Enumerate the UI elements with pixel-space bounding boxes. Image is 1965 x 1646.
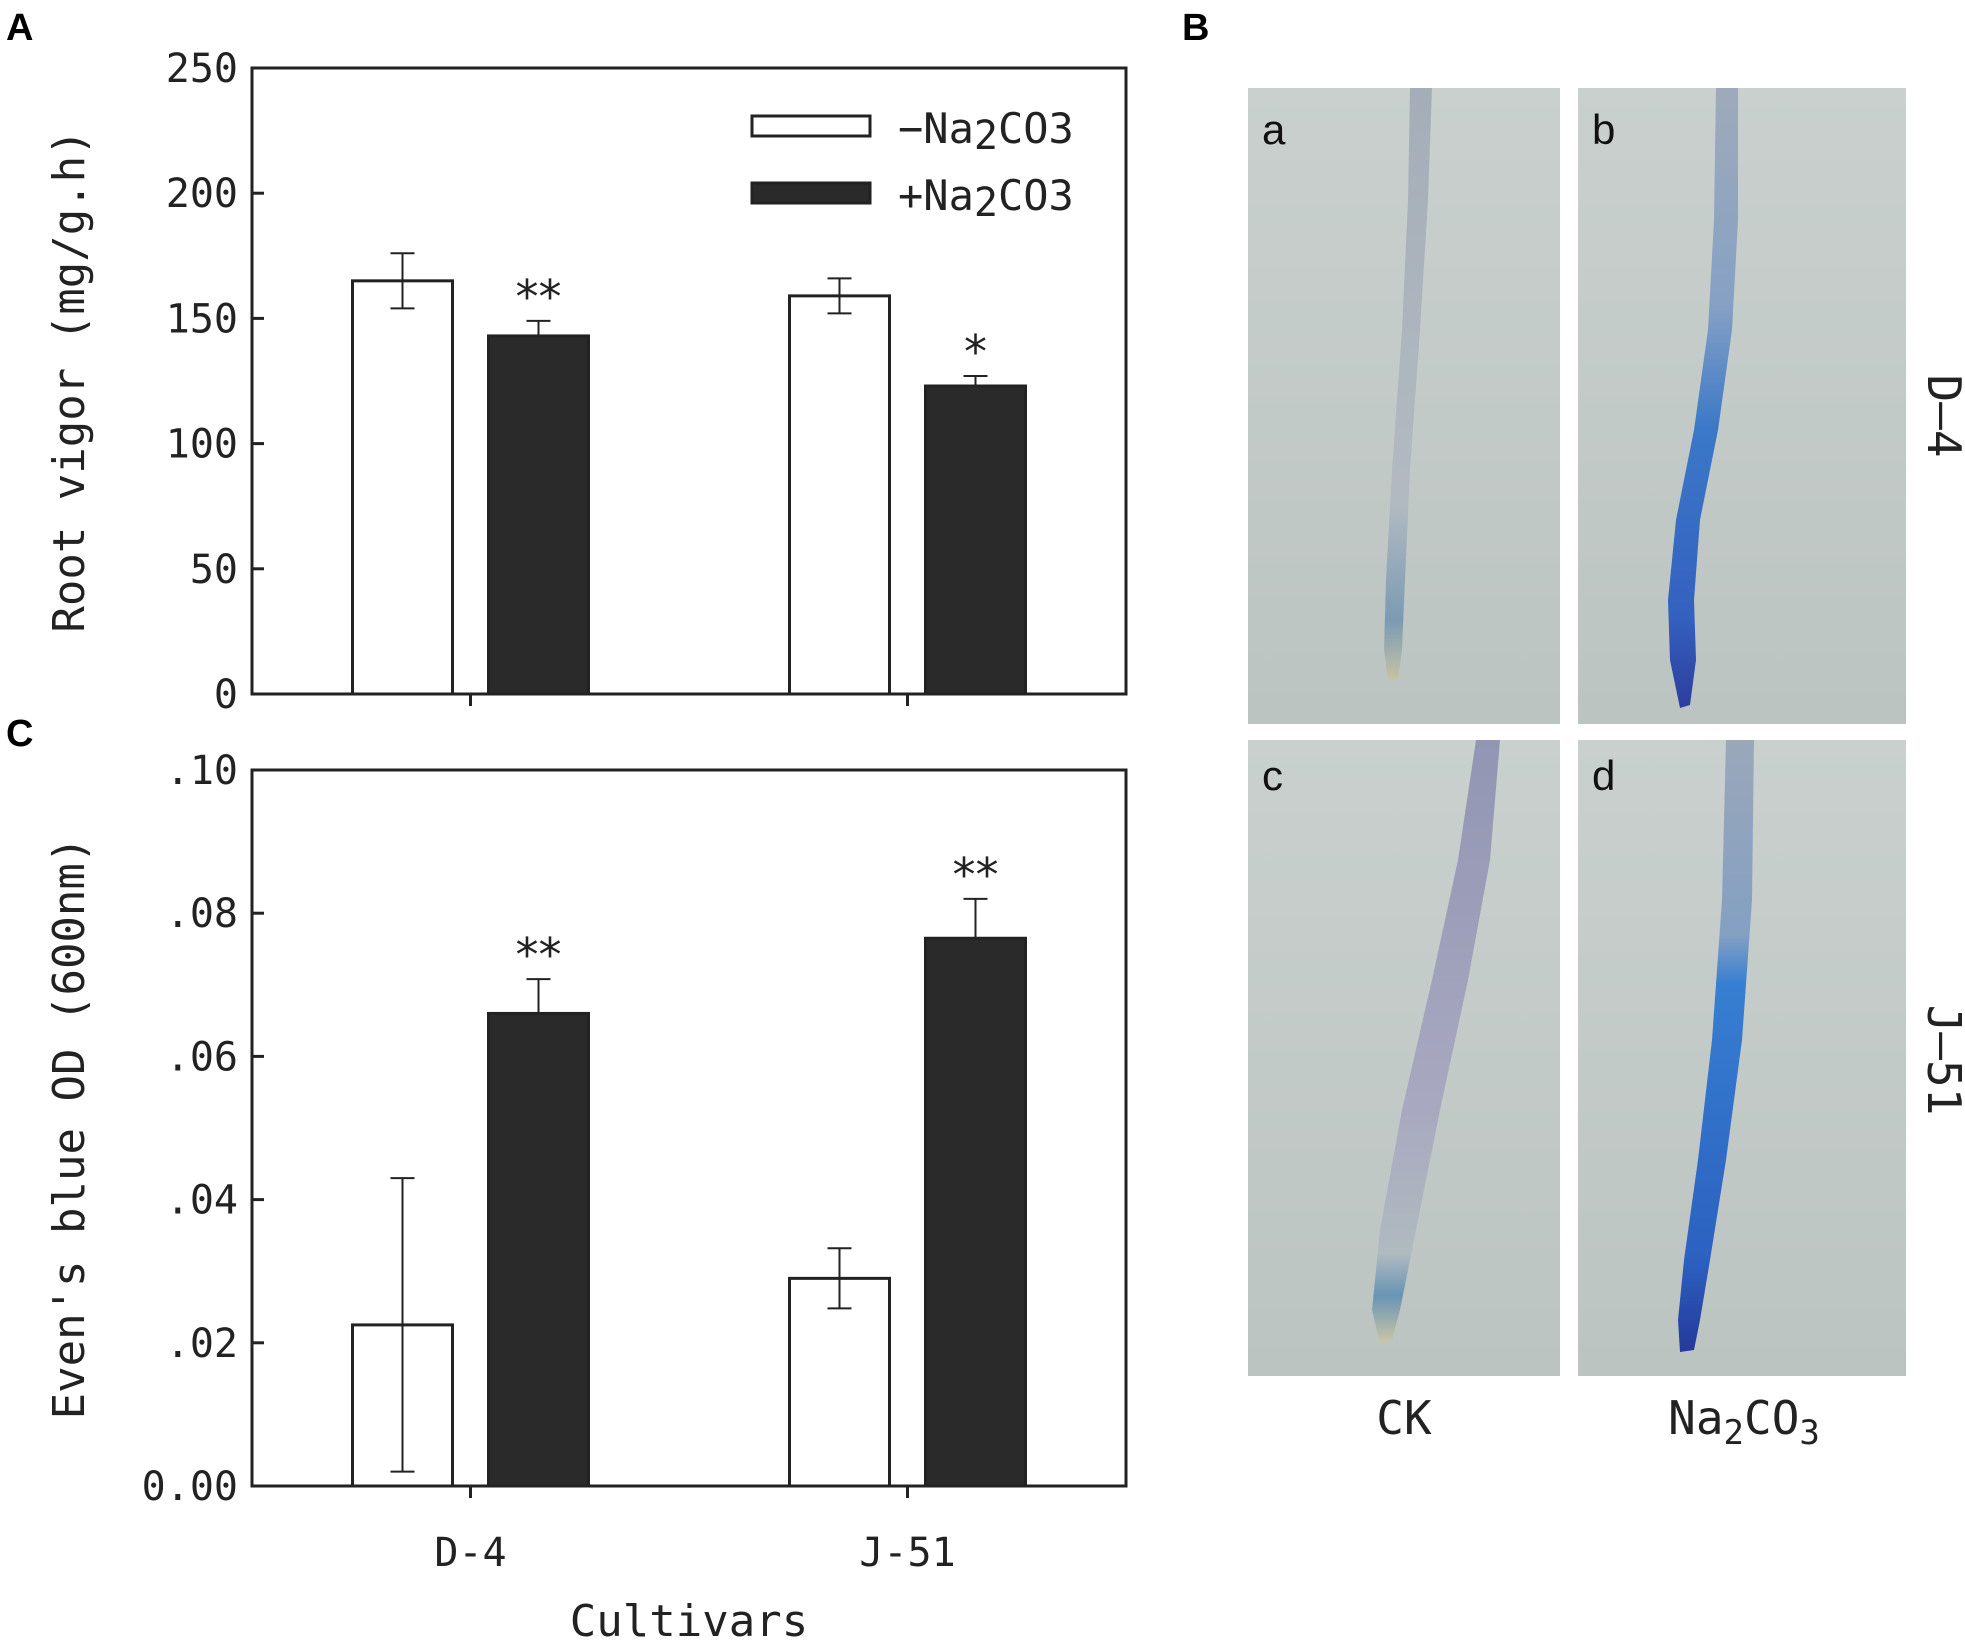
y-tick-label-a-4: 200 (166, 171, 238, 217)
y-tick-label-a-5: 250 (166, 46, 238, 92)
legend-plus-sub: 2 (974, 180, 998, 226)
panel-letter-c: C (6, 713, 33, 755)
root-b (1668, 88, 1738, 708)
bar-c-d-4-s1 (487, 1011, 590, 1488)
legend-minus-sub: 2 (974, 113, 998, 159)
photo-a-d4-ck: a (1248, 88, 1560, 724)
y-tick-label-c-0: 0.00 (142, 1464, 238, 1510)
col-na-prefix: Na (1668, 1391, 1723, 1445)
bar-a-j-51-s1 (924, 384, 1027, 696)
legend-plus-suffix: CO3 (998, 171, 1074, 220)
bar-a-d-4-s1 (487, 334, 590, 696)
chart-c-evans-blue: 0.00 .02 .04 .06 .08 .10 D-4 ** J-51 ** Even's blu… (44, 748, 1128, 1646)
bar-a-j-51-s0 (788, 294, 891, 696)
legend-swatch-plus (750, 181, 872, 205)
root-a (1384, 88, 1432, 680)
y-tick-label-a-1: 50 (190, 547, 238, 593)
bar-c-j-51-s0 (788, 1276, 891, 1488)
significance-c-d-4-s1: ** (516, 928, 562, 982)
x-tick-label-c-0: D-4 (434, 1530, 506, 1576)
panel-letter-b: B (1182, 7, 1209, 49)
x-axis-title-c: Cultivars (570, 1596, 808, 1646)
photo-b-d4-na2co3: b (1578, 88, 1906, 724)
y-tick-label-a-2: 100 (166, 422, 238, 468)
legend-plus-prefix: +Na (898, 171, 974, 220)
root-d (1678, 740, 1754, 1352)
significance-a-d-4-s1: ** (516, 270, 562, 324)
legend-label-plus: +Na2CO3 (898, 171, 1074, 226)
plot-frame-a (250, 66, 1128, 696)
y-tick-label-c-5: .10 (166, 748, 238, 794)
photo-letter-c: c (1262, 752, 1283, 799)
legend-swatch-minus (750, 114, 872, 138)
y-tick-label-c-2: .04 (166, 1178, 238, 1224)
y-tick-label-c-3: .06 (166, 1034, 238, 1080)
y-tick-label-c-4: .08 (166, 891, 238, 937)
photo-letter-d: d (1592, 752, 1615, 799)
photo-letter-a: a (1262, 106, 1286, 153)
significance-c-j-51-s1: ** (953, 848, 999, 902)
col-na-mid: CO (1744, 1391, 1799, 1445)
legend-minus-suffix: CO3 (998, 104, 1074, 153)
x-tick-label-c-1: J-51 (859, 1530, 955, 1576)
bar-c-j-51-s1 (924, 936, 1027, 1488)
y-tick-label-a-0: 0 (214, 672, 238, 718)
col-na-sub1: 2 (1724, 1413, 1744, 1453)
legend: −Na2CO3 +Na2CO3 (750, 104, 1074, 226)
col-label-ck: CK (1376, 1391, 1432, 1445)
photo-c-j51-ck: c (1248, 740, 1560, 1376)
photo-panel: a b c d D–4 J–51 CK Na2CO3 (1248, 88, 1965, 1453)
col-label-na2co3: Na2CO3 (1668, 1391, 1820, 1453)
legend-label-minus: −Na2CO3 (898, 104, 1074, 159)
y-tick-label-a-3: 150 (166, 296, 238, 342)
y-axis-title-c: Even's blue OD (600nm) (44, 837, 95, 1420)
photo-letter-b: b (1592, 106, 1615, 153)
significance-a-j-51-s1: * (964, 325, 987, 379)
y-axis-title-a: Root vigor (mg/g.h) (44, 129, 95, 632)
y-tick-label-c-1: .02 (166, 1321, 238, 1367)
row-label-d4: D–4 (1917, 374, 1965, 457)
bar-a-d-4-s0 (351, 279, 454, 696)
col-na-sub2: 3 (1799, 1413, 1819, 1453)
panel-letter-a: A (6, 7, 33, 49)
row-label-j51: J–51 (1917, 1005, 1965, 1116)
legend-minus-prefix: −Na (898, 104, 974, 153)
photo-d-j51-na2co3: d (1578, 740, 1906, 1376)
plot-frame-c (250, 768, 1128, 1488)
root-c (1372, 740, 1500, 1344)
